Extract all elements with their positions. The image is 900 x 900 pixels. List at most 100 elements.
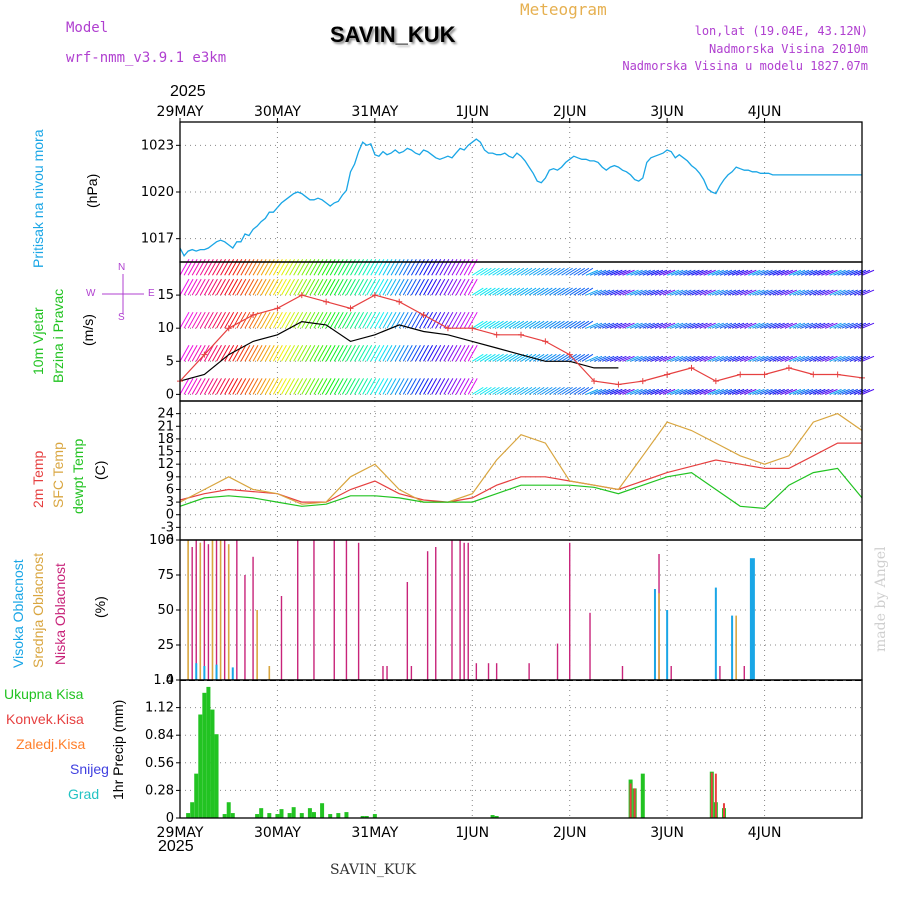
wind-barb (257, 279, 266, 295)
wind-gust-marker (762, 372, 768, 378)
cloud-bar-srednja (212, 540, 214, 680)
cloud-bar-niska (451, 540, 452, 680)
wind-barb (217, 279, 226, 295)
wind-barb (342, 312, 351, 328)
wind-barb (432, 279, 441, 295)
wind-barb (383, 345, 392, 361)
wind-barb (265, 378, 274, 394)
cloud-bar-srednja (187, 540, 189, 680)
precip-bar (215, 734, 219, 818)
cloud-bar-niska (589, 613, 590, 680)
cloud-bar-visoka (750, 558, 755, 680)
day-label-bottom: 30MAY (254, 825, 301, 841)
cloud-bar-visoka (232, 667, 234, 680)
wind-barb (225, 279, 234, 295)
wind-barb (452, 378, 461, 394)
wind-gust-marker (640, 378, 646, 384)
cloud-bar-niska (744, 666, 745, 680)
y-tick-label: 1017 (141, 232, 174, 247)
wind-barb (180, 279, 189, 295)
wind-barb (424, 378, 433, 394)
precip-bar (312, 812, 316, 818)
precip-bar (227, 802, 231, 818)
wind-barb (363, 378, 372, 394)
wind-barb (371, 312, 380, 328)
wind-barb (460, 279, 469, 295)
wind-barb (200, 312, 209, 328)
precip-bar (634, 788, 636, 818)
wind-barb (212, 279, 221, 295)
day-label-top: 30MAY (254, 104, 301, 120)
wind-barb (464, 378, 473, 394)
wind-barb (208, 312, 217, 328)
wind-barb (245, 345, 254, 361)
wind-barb (432, 378, 441, 394)
wind-barb (298, 345, 307, 361)
wind-barb (440, 279, 449, 295)
precip-bar (630, 784, 632, 819)
wind-barb (432, 345, 441, 361)
wind-barb (253, 378, 262, 394)
wind-barb (192, 312, 201, 328)
wind-barb (184, 279, 193, 295)
wind-barb (351, 345, 360, 361)
wind-barb (428, 279, 437, 295)
cloud-bar-niska (407, 582, 408, 680)
precip-bar (336, 813, 340, 818)
wind-barb (407, 312, 416, 328)
wind-gust-marker (713, 378, 719, 384)
wind-barb (241, 312, 250, 328)
wind-barb (367, 378, 376, 394)
wind-barb (452, 345, 461, 361)
wind-barb (265, 312, 274, 328)
y-tick-label: 0.28 (145, 783, 174, 798)
cloud-bar-srednja (228, 544, 230, 680)
wind-barb (383, 378, 392, 394)
wind-barb (318, 345, 327, 361)
wind-barb (395, 279, 404, 295)
wind-barb (314, 345, 323, 361)
cloud-bar-niska (488, 663, 489, 680)
wind-barb (318, 378, 327, 394)
cloud-bar-niska (297, 540, 298, 680)
wind-barb (391, 279, 400, 295)
cloud-bar-niska (528, 663, 529, 680)
precip-bar (279, 809, 283, 818)
wind-barb (298, 312, 307, 328)
panel-frame (180, 401, 862, 540)
cloud-bar-niska (358, 543, 359, 680)
precip-bar (308, 808, 312, 818)
wind-barb (395, 378, 404, 394)
precip-bar (231, 813, 235, 818)
wind-gust-marker (494, 332, 500, 338)
wind-barb (355, 345, 364, 361)
precip-bar (711, 773, 713, 818)
wind-barb (196, 378, 205, 394)
wind-barb (306, 378, 315, 394)
wind-barb (286, 279, 295, 295)
wind-barb (217, 312, 226, 328)
cloud-bar-niska (204, 540, 205, 680)
day-label-top: 4JUN (748, 104, 782, 120)
wind-barb (342, 378, 351, 394)
precip-bar (194, 774, 198, 818)
y-tick-label: 15 (157, 288, 174, 303)
wind-barb (261, 345, 270, 361)
wind-barb (265, 345, 274, 361)
precip-bar (344, 812, 348, 818)
wind-barb (233, 279, 242, 295)
wind-barb (184, 378, 193, 394)
wind-gust-marker (299, 292, 305, 298)
wind-gust-marker (348, 305, 354, 311)
y-tick-label: 50 (157, 603, 174, 618)
wind-barb (212, 312, 221, 328)
wind-barb (387, 345, 396, 361)
wind-barb (249, 378, 258, 394)
cloud-bar-niska (252, 557, 253, 680)
wind-barb (310, 312, 319, 328)
wind-barb (302, 345, 311, 361)
wind-barb (253, 345, 262, 361)
wind-barb (359, 378, 368, 394)
wind-barb (245, 378, 254, 394)
wind-barb (428, 378, 437, 394)
